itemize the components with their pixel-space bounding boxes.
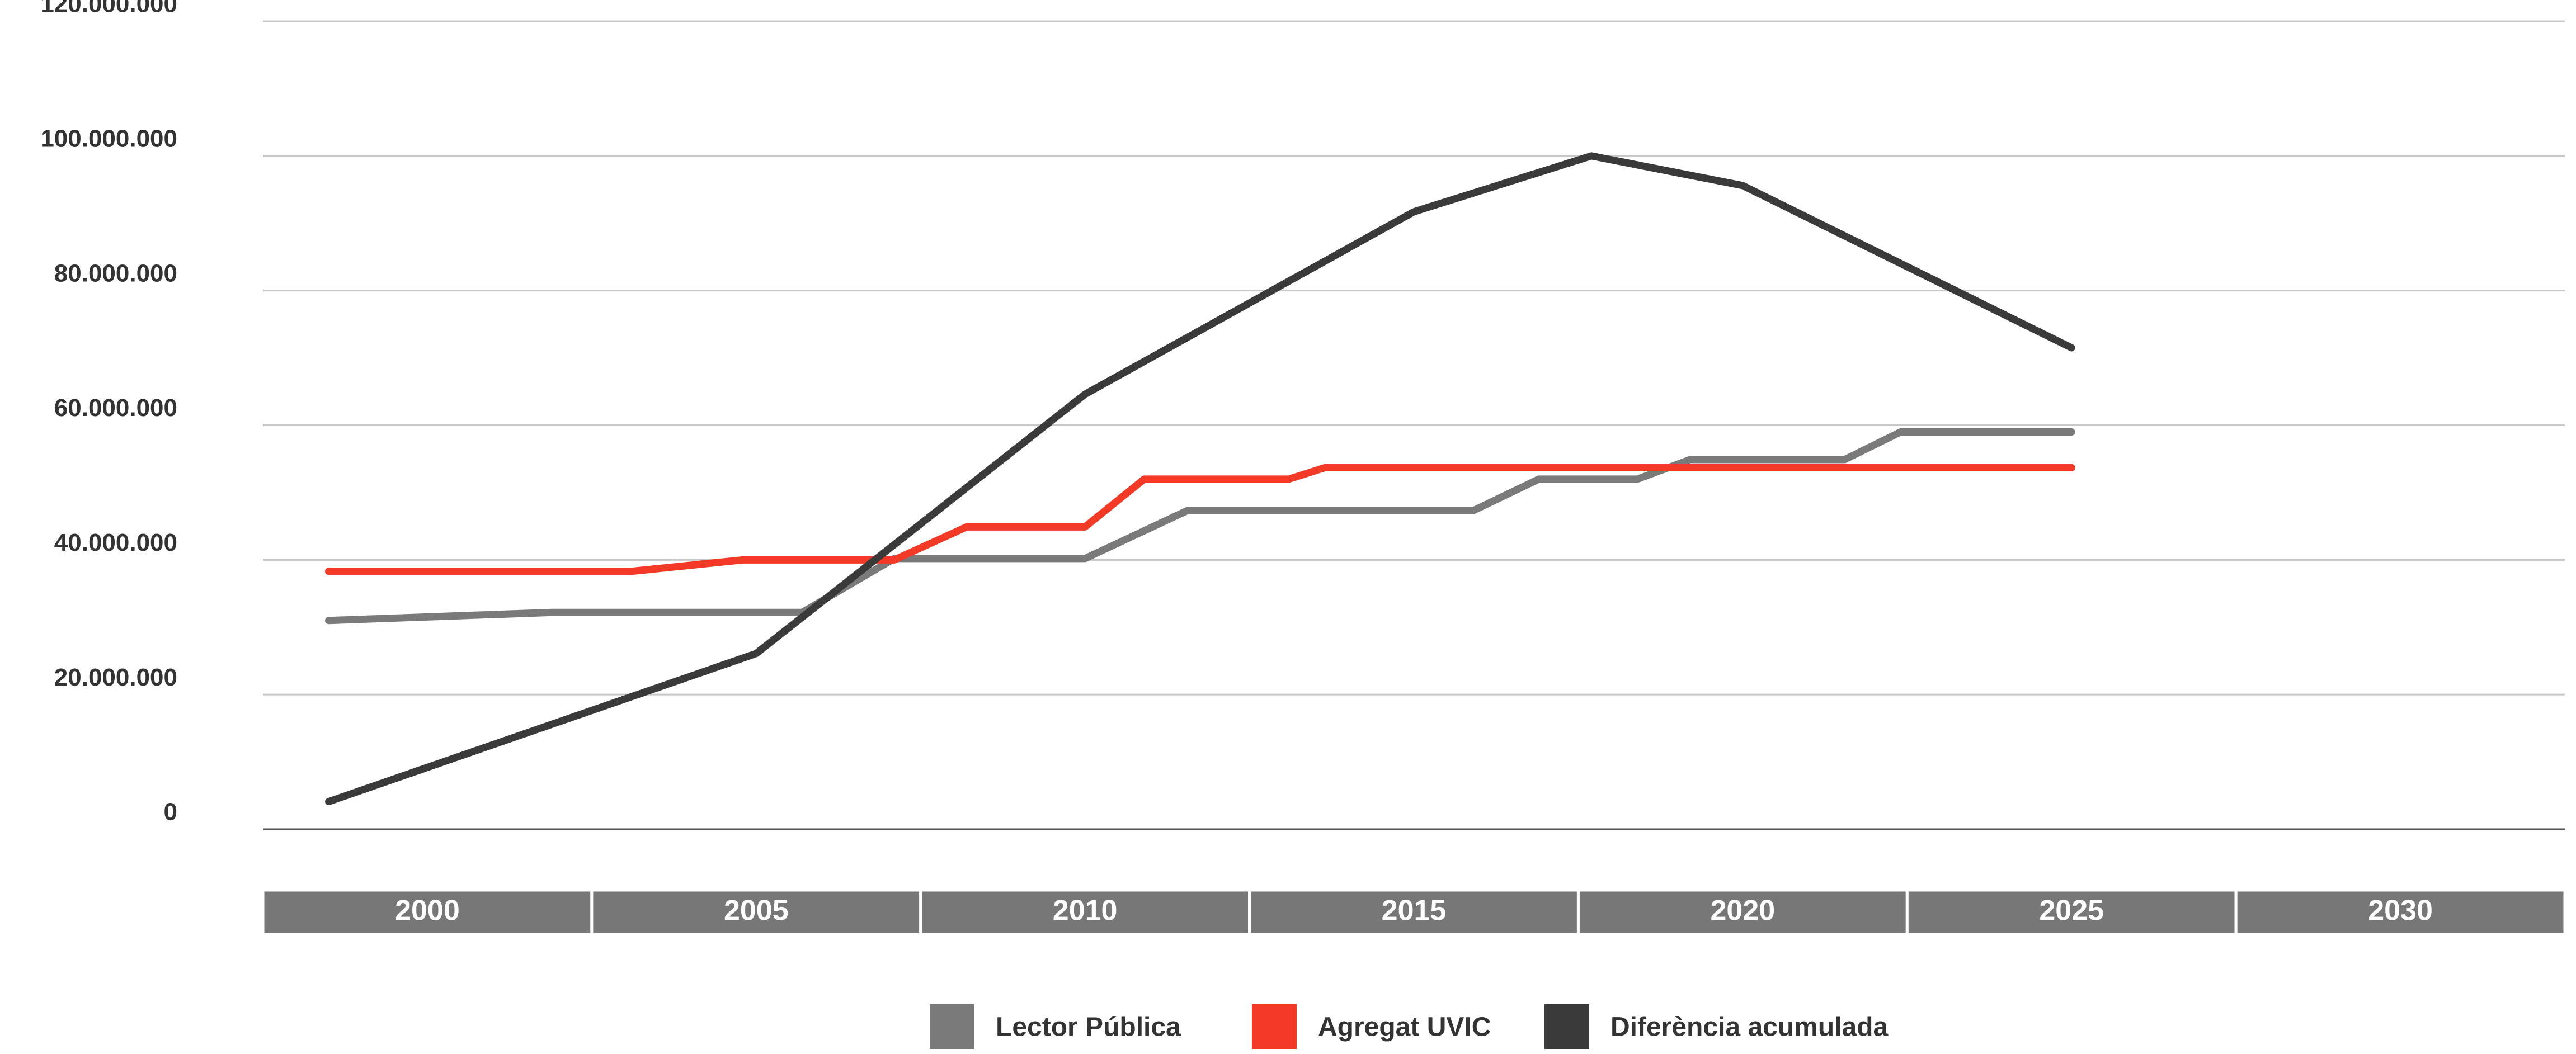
y-tick-label: 100.000.000 [40, 125, 177, 152]
x-band [2234, 888, 2566, 936]
y-tick-label: 20.000.000 [54, 664, 177, 691]
x-band [1248, 888, 1580, 936]
x-tick-label: 2010 [1053, 895, 1118, 927]
legend-swatch [930, 1004, 974, 1049]
x-band [1905, 888, 2238, 936]
legend-swatch [1544, 1004, 1589, 1049]
line-series [325, 464, 2075, 575]
legend-label: Diferència acumulada [1610, 1013, 1889, 1042]
x-band [590, 888, 922, 936]
x-band [919, 888, 1251, 936]
x-tick-label: 2020 [1711, 895, 1776, 927]
x-tick-label: 2030 [2368, 895, 2433, 927]
legend-swatch [1252, 1004, 1297, 1049]
x-tick-label: 2025 [2039, 895, 2104, 927]
x-tick-label: 2015 [1382, 895, 1447, 927]
line-series [325, 152, 2075, 806]
x-tick-label: 2005 [724, 895, 789, 927]
line-series [325, 428, 2075, 625]
y-tick-label: 0 [164, 798, 177, 826]
legend-label: Lector Pública [996, 1013, 1181, 1042]
y-tick-label: 60.000.000 [54, 394, 177, 422]
y-tick-label: 120.000.000 [40, 0, 177, 18]
x-band [261, 888, 594, 936]
x-band [1576, 888, 1909, 936]
y-tick-label: 40.000.000 [54, 529, 177, 556]
x-tick-label: 2000 [395, 895, 460, 927]
legend-label: Agregat UVIC [1318, 1013, 1491, 1042]
y-tick-label: 80.000.000 [54, 259, 177, 287]
